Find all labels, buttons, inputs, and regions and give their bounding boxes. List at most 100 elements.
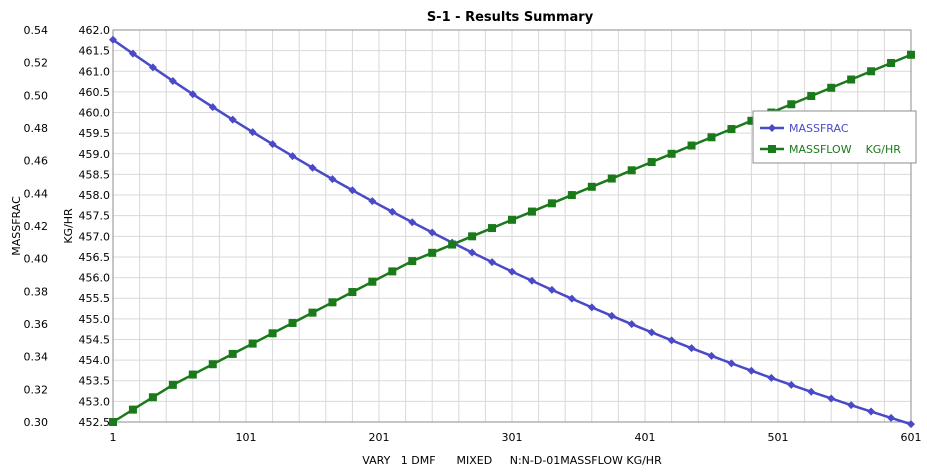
right-axis-ticks: 452.5 453.0 453.5 454.0 454.5 455.0 455.5 456.0… xyxy=(79,24,111,429)
data-point-massflow xyxy=(907,50,915,59)
x-tick-label: 601 xyxy=(901,431,922,444)
data-point-massfrac xyxy=(887,413,896,422)
data-point-massfrac xyxy=(128,49,137,58)
data-point-massflow xyxy=(388,267,397,276)
data-point-massflow xyxy=(308,308,317,317)
right-tick-label: 460.0 xyxy=(79,107,111,120)
right-tick-label: 453.0 xyxy=(79,395,111,408)
data-point-massfrac xyxy=(508,267,516,276)
data-point-massfrac xyxy=(328,175,337,184)
left-tick-label: 0.32 xyxy=(24,383,49,396)
right-tick-label: 459.0 xyxy=(79,148,111,161)
data-point-massflow xyxy=(867,67,876,76)
data-point-massflow xyxy=(747,116,756,125)
right-tick-label: 460.5 xyxy=(79,86,111,99)
data-point-massflow xyxy=(787,100,796,109)
left-tick-label: 0.40 xyxy=(24,253,49,266)
right-tick-label: 453.5 xyxy=(79,375,111,388)
legend-massflow-label: MASSFLOW KG/HR xyxy=(789,143,901,156)
right-tick-label: 458.5 xyxy=(79,168,111,181)
data-point-massflow xyxy=(727,125,736,134)
data-point-massfrac xyxy=(527,276,536,285)
data-point-massflow xyxy=(328,298,337,307)
legend-massflow-marker xyxy=(768,145,776,153)
left-tick-label: 0.50 xyxy=(24,89,49,102)
data-point-massflow xyxy=(827,83,836,92)
data-point-massfrac xyxy=(767,373,776,382)
data-point-massfrac xyxy=(607,311,616,320)
data-point-massfrac xyxy=(488,258,497,267)
left-tick-label: 0.42 xyxy=(24,220,49,233)
data-point-massfrac xyxy=(587,303,596,312)
data-point-massfrac xyxy=(807,387,816,396)
data-point-massflow xyxy=(128,405,137,414)
data-point-massfrac xyxy=(228,115,237,124)
data-point-massflow xyxy=(408,257,417,266)
y-axis-label-right: KG/HR xyxy=(62,208,75,244)
data-point-massflow xyxy=(228,349,237,358)
data-point-massfrac xyxy=(567,294,576,303)
data-point-massfrac xyxy=(707,351,716,360)
data-point-massflow xyxy=(208,360,217,369)
left-tick-label: 0.52 xyxy=(24,57,49,70)
data-point-massflow xyxy=(807,92,816,101)
data-point-massfrac xyxy=(408,218,417,227)
data-point-massfrac xyxy=(627,320,636,329)
data-point-massfrac xyxy=(288,152,297,161)
right-tick-label: 461.5 xyxy=(79,45,111,58)
data-point-massflow xyxy=(348,288,357,297)
right-tick-label: 456.5 xyxy=(79,251,111,264)
x-axis-label: VARY 1 DMF MIXED N:N-D-01MASSFLOW KG/HR xyxy=(362,454,662,467)
series-layer xyxy=(109,35,915,429)
right-tick-label: 458.0 xyxy=(79,189,111,202)
data-point-massflow xyxy=(887,59,896,68)
data-point-massflow xyxy=(647,158,656,167)
data-point-massflow xyxy=(707,133,716,142)
x-axis-ticks: 1 101 201 301 401 501 601 xyxy=(110,431,922,444)
right-tick-label: 457.5 xyxy=(79,210,111,223)
x-tick-label: 301 xyxy=(502,431,523,444)
left-tick-label: 0.38 xyxy=(24,285,49,298)
data-point-massflow xyxy=(288,318,297,327)
legend: MASSFRAC MASSFLOW KG/HR xyxy=(752,110,917,164)
legend-massfrac-marker xyxy=(768,124,776,132)
x-tick-label: 401 xyxy=(635,431,656,444)
right-tick-label: 455.5 xyxy=(79,292,111,305)
legend-massfrac-label: MASSFRAC xyxy=(789,122,849,135)
data-point-massfrac xyxy=(428,228,437,237)
data-point-massfrac xyxy=(188,90,197,99)
right-tick-label: 454.0 xyxy=(79,354,111,367)
right-tick-label: 459.5 xyxy=(79,127,111,140)
x-tick-label: 101 xyxy=(236,431,257,444)
data-point-massfrac xyxy=(667,336,676,345)
data-point-massfrac xyxy=(248,128,257,137)
right-tick-label: 462.0 xyxy=(79,24,111,37)
x-tick-label: 1 xyxy=(110,431,117,444)
data-point-massflow xyxy=(148,393,157,402)
data-point-massflow xyxy=(268,329,277,338)
data-point-massflow xyxy=(687,141,696,150)
plot-area-border xyxy=(112,29,912,423)
left-tick-label: 0.36 xyxy=(24,318,49,331)
chart-title: S-1 - Results Summary xyxy=(427,10,594,25)
right-tick-label: 457.0 xyxy=(79,230,111,243)
data-point-massfrac xyxy=(368,197,377,206)
left-tick-label: 0.30 xyxy=(24,416,49,429)
data-point-massflow xyxy=(567,191,576,200)
data-point-massflow xyxy=(468,232,477,241)
data-point-massfrac xyxy=(468,248,477,257)
data-point-massfrac xyxy=(308,163,317,172)
data-point-massflow xyxy=(667,149,676,158)
data-point-massflow xyxy=(428,248,437,257)
data-point-massfrac xyxy=(867,407,876,416)
data-point-massflow xyxy=(627,166,636,175)
data-point-massflow xyxy=(109,418,117,426)
right-tick-label: 452.5 xyxy=(79,416,111,429)
data-point-massflow xyxy=(587,182,596,191)
left-tick-label: 0.34 xyxy=(24,351,49,364)
left-tick-label: 0.46 xyxy=(24,155,49,168)
data-point-massflow xyxy=(847,75,856,84)
right-tick-label: 455.0 xyxy=(79,313,111,326)
data-point-massfrac xyxy=(148,63,157,72)
